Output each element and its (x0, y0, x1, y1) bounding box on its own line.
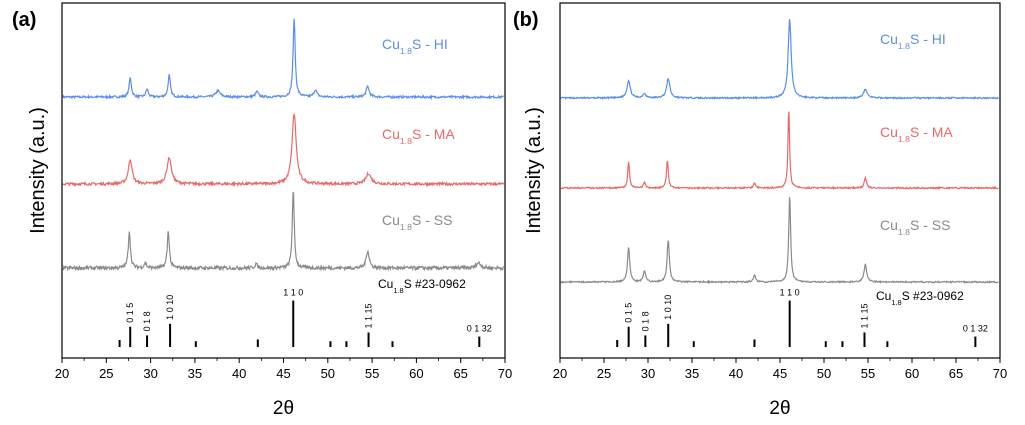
hkl-label: 0 1 32 (963, 324, 988, 334)
x-tick-label: 35 (685, 366, 699, 381)
series-label-main: Cu (382, 212, 400, 228)
x-tick-label: 55 (365, 366, 379, 381)
x-tick-label: 45 (773, 366, 787, 381)
series-label-tail: S - HI (412, 36, 448, 52)
y-axis-label: Intensity (a.u.) (523, 107, 545, 234)
x-tick-label: 35 (188, 366, 202, 381)
x-tick-label: 70 (498, 366, 512, 381)
x-tick-label: 50 (321, 366, 335, 381)
series-label-subscript: 1.8 (898, 41, 910, 51)
series-label-tail: S - MA (910, 124, 953, 140)
reference-label-tail: S #23-0962 (404, 277, 466, 291)
hkl-label: 0 1 5 (624, 303, 634, 323)
reference-label-main: Cu (876, 289, 891, 303)
reference-label-subscript: 1.8 (393, 286, 403, 295)
x-tick-label: 50 (817, 366, 831, 381)
x-tick-label: 65 (949, 366, 963, 381)
panel-a: 20 25 30 35 40 45 50 55 60 65 70 2θ Intensity (a.u.)… (12, 2, 512, 419)
series-label-tail: S - SS (910, 217, 950, 233)
hkl-label: 0 1 5 (125, 303, 135, 323)
xrd-series-line (560, 111, 999, 191)
reference-label-subscript: 1.8 (891, 298, 901, 307)
hkl-label: 0 1 8 (142, 311, 152, 331)
series-label: Cu1.8S - SS (382, 212, 452, 232)
xrd-series-line (560, 19, 999, 101)
series-label-subscript: 1.8 (400, 46, 412, 56)
reference-label: Cu1.8S #23-0962 (876, 289, 964, 307)
x-tick-label: 65 (453, 366, 467, 381)
series-label-subscript: 1.8 (898, 227, 910, 237)
x-tick-label: 55 (861, 366, 875, 381)
series-label: Cu1.8S - MA (880, 124, 953, 144)
hkl-label: 0 1 8 (640, 311, 650, 331)
series-label-main: Cu (382, 36, 400, 52)
x-axis-label: 2θ (273, 398, 294, 419)
x-tick-label: 70 (993, 366, 1007, 381)
panel-label: (b) (513, 9, 539, 31)
series-label-main: Cu (880, 31, 898, 47)
series-label: Cu1.8S - SS (880, 217, 950, 237)
hkl-label: 1 1 0 (283, 288, 303, 298)
series-label: Cu1.8S - MA (382, 126, 455, 146)
reference-label: Cu1.8S #23-0962 (378, 277, 466, 295)
x-tick-label: 40 (729, 366, 743, 381)
xrd-series-line (62, 114, 505, 188)
x-tick-label: 20 (553, 366, 567, 381)
x-axis-label: 2θ (769, 398, 790, 419)
x-tick-label: 20 (55, 366, 69, 381)
reference-label-tail: S #23-0962 (902, 289, 964, 303)
series-label-main: Cu (880, 124, 898, 140)
hkl-label: 1 0 10 (663, 295, 673, 320)
hkl-label: 0 1 32 (467, 324, 492, 334)
series-label: Cu1.8S - HI (382, 36, 448, 56)
hkl-label: 1 1 0 (780, 288, 800, 298)
series-label-tail: S - SS (412, 212, 452, 228)
y-axis-label: Intensity (a.u.) (27, 107, 49, 234)
series-label: Cu1.8S - HI (880, 31, 946, 51)
x-tick-label: 60 (409, 366, 423, 381)
series-label-subscript: 1.8 (400, 136, 412, 146)
xrd-series-line (560, 197, 999, 285)
reference-label-main: Cu (378, 277, 393, 291)
series-label-tail: S - MA (412, 126, 455, 142)
series-label-tail: S - HI (910, 31, 946, 47)
series-label-subscript: 1.8 (400, 222, 412, 232)
x-tick-label: 25 (99, 366, 113, 381)
hkl-label: 1 0 10 (165, 295, 175, 320)
x-tick-label: 25 (597, 366, 611, 381)
series-label-main: Cu (382, 126, 400, 142)
xrd-series-line (62, 191, 505, 272)
x-tick-label: 30 (143, 366, 157, 381)
hkl-label: 1 1 15 (859, 303, 869, 328)
series-label-main: Cu (880, 217, 898, 233)
panel-label: (a) (12, 9, 36, 31)
x-tick-label: 45 (276, 366, 290, 381)
x-tick-label: 30 (641, 366, 655, 381)
series-label-subscript: 1.8 (898, 134, 910, 144)
x-tick-label: 40 (232, 366, 246, 381)
x-tick-label: 60 (905, 366, 919, 381)
xrd-series-line (62, 18, 505, 101)
panel-b: 20 25 30 35 40 45 50 55 60 65 70 2θ Intensity (a.u.)… (513, 2, 1007, 419)
hkl-label: 1 1 15 (364, 303, 374, 328)
